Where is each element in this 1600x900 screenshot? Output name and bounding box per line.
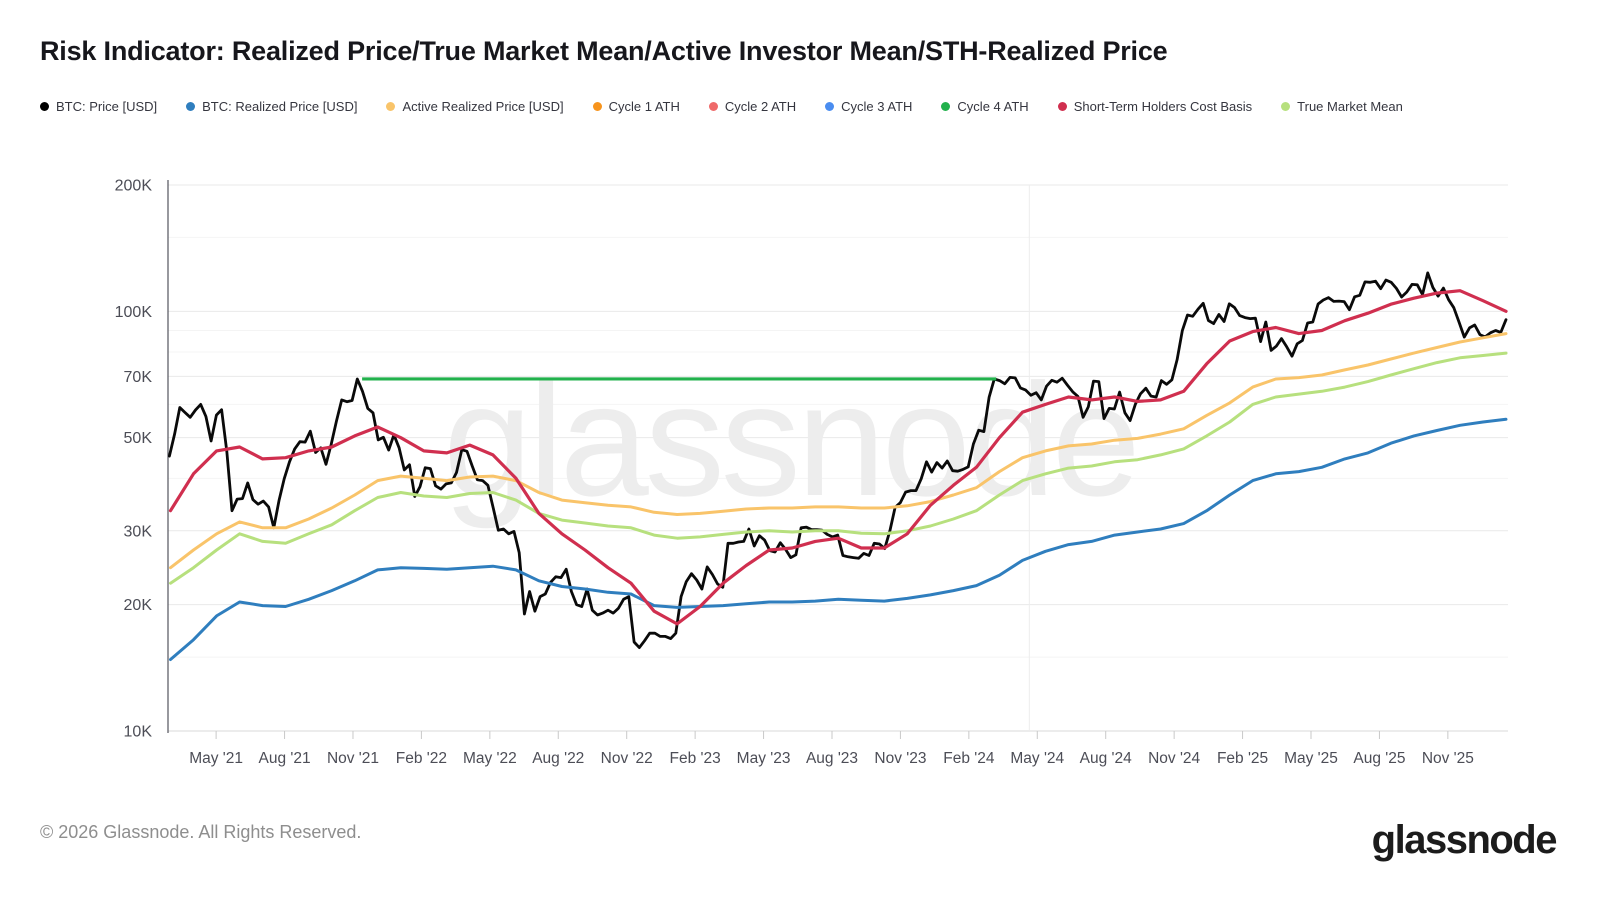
legend-item-cycle-1-ath[interactable]: Cycle 1 ATH xyxy=(592,99,680,114)
x-tick-label: Aug '22 xyxy=(532,750,584,767)
x-tick-label: Feb '23 xyxy=(670,750,721,767)
x-tick-label: Feb '25 xyxy=(1217,750,1268,767)
legend-dot-icon xyxy=(1281,102,1291,111)
series-short-term-holders-cost-basis[interactable] xyxy=(168,289,1508,626)
legend-dot-icon xyxy=(825,102,835,111)
x-tick-label: May '23 xyxy=(737,750,791,767)
legend-item-label: Cycle 1 ATH xyxy=(608,99,680,114)
legend-item-cycle-2-ath[interactable]: Cycle 2 ATH xyxy=(708,99,797,114)
x-tick-label: Nov '21 xyxy=(327,750,379,767)
legend-dot-icon xyxy=(1057,102,1067,111)
y-tick-label: 30K xyxy=(124,523,153,540)
legend-item-label: BTC: Realized Price [USD] xyxy=(202,99,358,114)
legend-item-true-market-mean[interactable]: True Market Mean xyxy=(1281,99,1403,114)
legend-dot-icon xyxy=(941,102,951,111)
legend-dot-icon xyxy=(186,102,196,111)
legend-item-label: Cycle 2 ATH xyxy=(724,99,797,114)
x-tick-label: Nov '24 xyxy=(1148,750,1200,767)
legend-item-short-term-holders-cost-basis[interactable]: Short-Term Holders Cost Basis xyxy=(1057,99,1253,114)
y-tick-label: 70K xyxy=(124,369,153,386)
x-tick-label: May '22 xyxy=(463,750,517,767)
legend-dot-icon xyxy=(592,102,602,111)
x-tick-label: Nov '25 xyxy=(1422,750,1474,767)
chart-area[interactable]: glassnode May '21 Aug '21 Nov '21 Feb '22 May… xyxy=(0,130,1600,795)
y-tick-label: 50K xyxy=(124,430,153,447)
x-tick-label: May '24 xyxy=(1010,750,1064,767)
legend-dot-icon xyxy=(708,102,718,111)
legend-item-label: BTC: Price [USD] xyxy=(56,99,158,114)
x-tick-label: May '21 xyxy=(189,750,243,767)
y-tick-label: 100K xyxy=(115,304,153,321)
price-chart[interactable]: glassnode May '21 Aug '21 Nov '21 Feb '22 May… xyxy=(0,130,1600,795)
series-true-market-mean[interactable] xyxy=(169,351,1508,585)
y-tick-label: 20K xyxy=(124,597,153,614)
chart-legend: BTC: Price [USD] BTC: Realized Price [USD… xyxy=(40,99,1403,114)
x-tick-label: Aug '23 xyxy=(806,750,858,767)
legend-dot-icon xyxy=(386,102,396,111)
legend-item-cycle-4-ath[interactable]: Cycle 4 ATH xyxy=(941,99,1029,114)
legend-item-btc-price-usd[interactable]: BTC: Price [USD] xyxy=(40,99,157,114)
series-btc-price-usd[interactable] xyxy=(168,271,1508,649)
legend-dot-icon xyxy=(40,102,49,111)
legend-item-active-realized-price-usd[interactable]: Active Realized Price [USD] xyxy=(386,99,564,114)
series-btc-realized-price-usd[interactable] xyxy=(169,417,1508,661)
x-tick-label: Feb '22 xyxy=(396,750,447,767)
legend-item-btc-realized-price-usd[interactable]: BTC: Realized Price [USD] xyxy=(186,99,357,114)
x-tick-label: May '25 xyxy=(1284,750,1338,767)
x-tick-label: Aug '25 xyxy=(1353,750,1405,767)
legend-item-label: True Market Mean xyxy=(1297,99,1403,114)
copyright-text: © 2026 Glassnode. All Rights Reserved. xyxy=(40,822,362,842)
series-active-realized-price-usd[interactable] xyxy=(169,332,1508,570)
chart-title: Risk Indicator: Realized Price/True Mark… xyxy=(40,36,1168,66)
y-tick-label: 200K xyxy=(115,178,153,195)
y-tick-label: 10K xyxy=(124,724,153,741)
x-tick-label: Aug '24 xyxy=(1080,750,1132,767)
x-tick-label: Aug '21 xyxy=(259,750,311,767)
legend-item-label: Cycle 3 ATH xyxy=(841,99,913,114)
legend-item-label: Short-Term Holders Cost Basis xyxy=(1073,99,1253,114)
legend-item-cycle-3-ath[interactable]: Cycle 3 ATH xyxy=(825,99,912,114)
glassnode-logo: glassnode xyxy=(1371,818,1558,862)
legend-item-label: Active Realized Price [USD] xyxy=(402,99,564,114)
x-tick-label: Feb '24 xyxy=(943,750,995,767)
x-tick-label: Nov '22 xyxy=(601,750,653,767)
x-tick-label: Nov '23 xyxy=(874,750,926,767)
legend-item-label: Cycle 4 ATH xyxy=(957,99,1029,114)
glassnode-watermark: glassnode xyxy=(443,350,1136,529)
